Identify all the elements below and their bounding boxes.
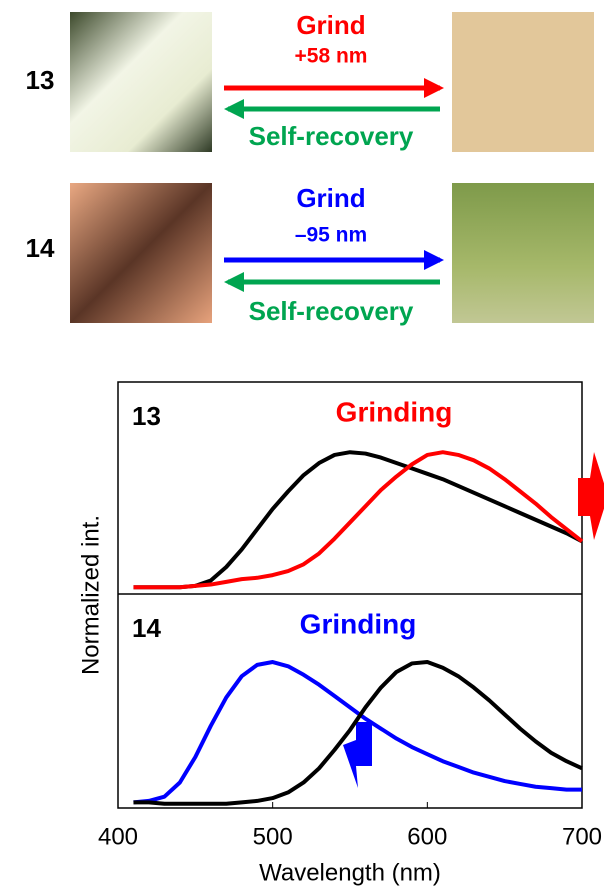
shift-arrow	[578, 452, 604, 540]
x-tick-label: 400	[98, 823, 138, 850]
backward-label: Self-recovery	[249, 121, 414, 151]
spectrum-line	[133, 450, 584, 590]
x-tick-label: 700	[562, 823, 602, 850]
x-axis-label: Wavelength (nm)	[259, 859, 441, 886]
row-label: 14	[26, 233, 55, 263]
forward-label: Grind	[296, 10, 365, 40]
spectrum-line	[133, 450, 583, 590]
photo	[70, 12, 212, 152]
plot-frame	[117, 381, 583, 809]
y-axis-label: Normalized int.	[77, 515, 104, 675]
forward-label: Grind	[296, 183, 365, 213]
photo	[452, 12, 594, 152]
shift-label: +58 nm	[295, 45, 368, 68]
panel-label: 14	[132, 613, 161, 643]
spectrum-line	[133, 660, 582, 805]
annotation: Grinding	[300, 608, 417, 639]
annotation: Grinding	[336, 396, 453, 427]
row-label: 13	[26, 65, 55, 95]
x-tick-label: 500	[253, 823, 293, 850]
backward-label: Self-recovery	[249, 296, 414, 326]
photo	[70, 183, 212, 323]
shift-label: –95 nm	[295, 224, 367, 247]
panel-label: 13	[132, 401, 161, 431]
shift-arrow	[343, 722, 372, 788]
photo	[452, 183, 594, 323]
spectrum-line	[133, 660, 583, 806]
x-tick-label: 600	[407, 823, 447, 850]
